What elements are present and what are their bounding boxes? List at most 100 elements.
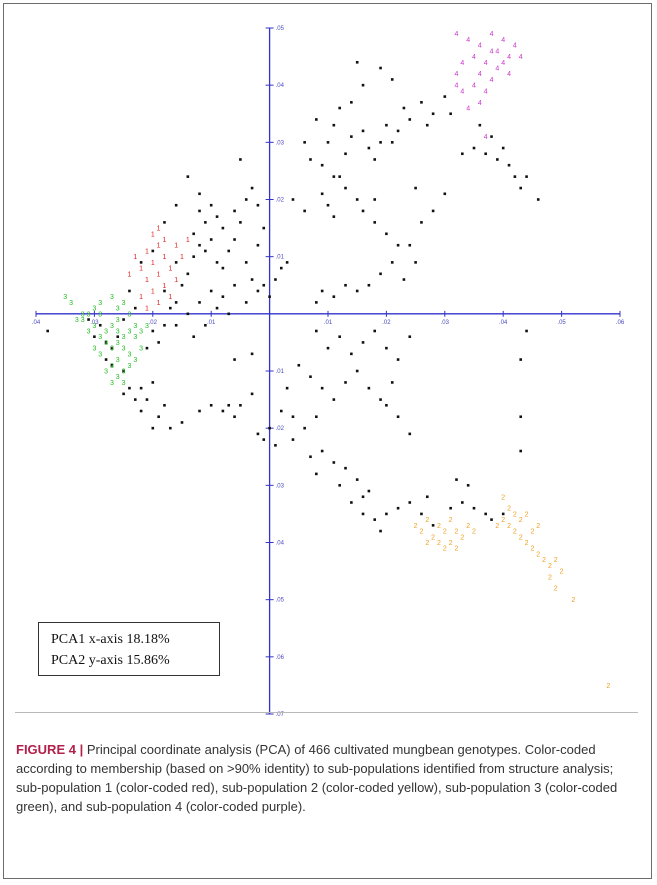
point-unassigned <box>361 83 365 87</box>
point-unassigned <box>268 426 271 430</box>
point-unassigned <box>256 289 260 293</box>
point-sub-population-3: 3 <box>116 317 120 324</box>
point-sub-population-3: 3 <box>98 334 102 341</box>
point-unassigned <box>379 398 382 401</box>
point-unassigned <box>355 61 359 64</box>
point-unassigned <box>244 261 248 264</box>
point-sub-population-2: 2 <box>519 534 523 541</box>
point-sub-population-3: 3 <box>116 340 120 347</box>
point-sub-population-2: 2 <box>519 517 523 524</box>
point-unassigned <box>367 489 371 493</box>
point-sub-population-4: 4 <box>472 83 476 90</box>
y-tick-label: .05 <box>276 26 285 32</box>
point-unassigned <box>262 226 266 230</box>
point-sub-population-3: 3 <box>110 294 114 301</box>
point-sub-population-1: 1 <box>139 266 143 273</box>
point-sub-population-4: 4 <box>484 134 488 141</box>
point-unassigned <box>390 141 394 144</box>
point-unassigned <box>128 386 131 390</box>
point-sub-population-3: 3 <box>98 351 102 358</box>
point-unassigned <box>519 415 523 419</box>
point-sub-population-4: 4 <box>490 31 494 38</box>
point-unassigned <box>490 135 493 138</box>
point-sub-population-3: 3 <box>122 300 126 307</box>
point-unassigned <box>507 163 511 167</box>
point-sub-population-4: 4 <box>466 106 470 113</box>
point-unassigned <box>320 192 324 196</box>
point-unassigned <box>116 335 120 338</box>
point-unassigned <box>425 495 429 499</box>
point-unassigned <box>221 295 225 298</box>
point-sub-population-1: 1 <box>145 306 149 313</box>
point-sub-population-1: 1 <box>151 231 155 238</box>
point-sub-population-4: 4 <box>519 54 523 61</box>
point-sub-population-2: 2 <box>419 529 423 536</box>
point-sub-population-3: 3 <box>122 369 126 376</box>
point-sub-population-3: 3 <box>116 328 120 335</box>
point-unassigned <box>250 392 254 396</box>
point-unassigned <box>192 335 195 338</box>
point-unassigned <box>332 398 336 401</box>
point-unassigned <box>338 175 341 178</box>
point-unassigned <box>320 386 324 390</box>
point-sub-population-4: 4 <box>490 48 494 55</box>
point-unassigned <box>367 386 371 390</box>
point-unassigned <box>332 461 336 464</box>
point-unassigned <box>390 261 394 264</box>
point-sub-population-3: 3 <box>133 334 137 341</box>
point-sub-population-2: 2 <box>443 529 447 536</box>
point-sub-population-4: 4 <box>478 43 482 50</box>
point-unassigned <box>315 329 318 333</box>
point-unassigned <box>344 466 347 470</box>
point-unassigned <box>390 381 394 384</box>
point-sub-population-2: 2 <box>466 523 470 530</box>
x-tick-label: .06 <box>616 320 625 326</box>
point-unassigned <box>361 512 365 516</box>
point-sub-population-4: 4 <box>513 43 517 50</box>
point-sub-population-4: 4 <box>490 77 494 84</box>
point-unassigned <box>338 106 341 110</box>
point-unassigned <box>46 329 49 333</box>
y-tick-label: .02 <box>276 198 285 204</box>
y-tick-label: .03 <box>276 483 285 489</box>
point-unassigned <box>443 95 447 98</box>
caption-separator <box>15 712 638 713</box>
legend-pca2: PCA2 y-axis 15.86% <box>51 653 170 668</box>
point-sub-population-2: 2 <box>554 586 558 593</box>
point-sub-population-2: 2 <box>542 557 546 564</box>
point-unassigned <box>133 306 137 310</box>
point-unassigned <box>326 346 330 350</box>
point-unassigned <box>98 323 102 327</box>
point-unassigned <box>420 221 423 224</box>
point-unassigned <box>239 221 242 224</box>
point-sub-population-2: 2 <box>501 494 505 501</box>
point-sub-population-3: 3 <box>122 380 126 387</box>
point-sub-population-4: 4 <box>501 37 505 44</box>
point-unassigned <box>385 346 388 350</box>
x-tick-label: .03 <box>441 320 450 326</box>
point-unassigned <box>309 158 312 161</box>
point-unassigned <box>379 272 382 276</box>
point-unassigned <box>174 261 178 264</box>
point-sub-population-4: 4 <box>472 54 476 61</box>
point-unassigned <box>355 478 359 481</box>
point-unassigned <box>396 358 400 361</box>
point-unassigned <box>379 529 382 533</box>
point-sub-population-4: 4 <box>455 31 459 38</box>
point-unassigned <box>186 312 190 316</box>
point-sub-population-2: 2 <box>455 529 459 536</box>
point-unassigned <box>169 426 172 430</box>
point-unassigned <box>379 66 382 70</box>
point-unassigned <box>239 158 242 161</box>
point-unassigned <box>233 415 236 419</box>
point-unassigned <box>303 141 306 144</box>
point-unassigned <box>151 426 155 430</box>
point-unassigned <box>484 512 487 516</box>
point-unassigned <box>496 158 499 161</box>
point-sub-population-3: 3 <box>69 300 73 307</box>
point-unassigned <box>163 323 166 327</box>
point-unassigned <box>250 186 254 190</box>
point-unassigned <box>344 186 347 190</box>
point-sub-population-4: 4 <box>495 48 499 55</box>
point-sub-population-2: 2 <box>548 574 552 581</box>
